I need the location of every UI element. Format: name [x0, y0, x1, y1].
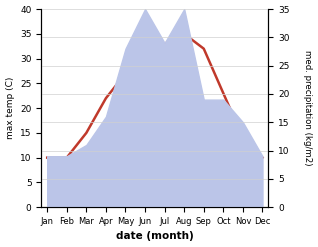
- Y-axis label: med. precipitation (kg/m2): med. precipitation (kg/m2): [303, 50, 313, 166]
- Y-axis label: max temp (C): max temp (C): [5, 77, 15, 139]
- X-axis label: date (month): date (month): [116, 231, 194, 242]
